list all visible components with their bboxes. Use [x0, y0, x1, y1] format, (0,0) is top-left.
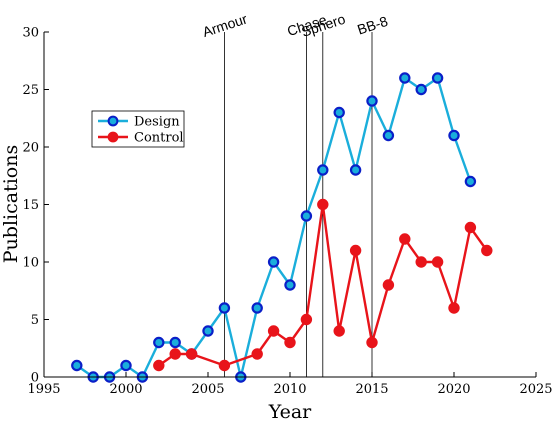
data-point: [366, 336, 378, 349]
y-axis-title: Publications: [0, 145, 22, 263]
data-point: [251, 348, 263, 360]
y-tick-label: 10: [22, 256, 39, 271]
y-tick-label: 30: [22, 26, 39, 41]
legend-item-0: Design: [98, 115, 180, 130]
data-point: [415, 256, 427, 268]
data-point: [218, 359, 231, 372]
annotation-label-0: Armour: [201, 10, 250, 40]
x-tick-label: 2000: [109, 382, 142, 397]
series-layer: [71, 72, 493, 383]
data-point: [300, 313, 313, 326]
data-point: [317, 198, 329, 211]
y-tick-label: 25: [22, 83, 39, 98]
data-point: [251, 302, 263, 314]
x-axis-title: Year: [268, 401, 312, 420]
data-point: [399, 233, 411, 245]
legend-item-1: Control: [98, 131, 184, 146]
data-point: [185, 348, 198, 360]
data-point: [448, 129, 460, 142]
data-point: [300, 210, 313, 222]
data-point: [169, 336, 181, 349]
x-tick-label: 2010: [273, 382, 306, 397]
data-point: [481, 244, 493, 257]
y-tick-label: 0: [31, 371, 39, 386]
data-point: [399, 72, 411, 84]
data-point: [448, 302, 460, 314]
x-tick-label: 2005: [191, 382, 224, 397]
data-point: [464, 221, 477, 234]
data-point: [284, 336, 296, 349]
data-point: [284, 279, 296, 291]
data-point: [431, 256, 444, 268]
legend-swatch-marker: [107, 131, 119, 143]
x-tick-label: 1995: [27, 382, 60, 397]
data-point: [267, 325, 280, 337]
y-tick-label: 15: [22, 198, 39, 213]
x-tick-label: 2025: [519, 382, 552, 397]
data-point: [267, 256, 280, 268]
annotation-label-3: BB-8: [355, 13, 390, 38]
data-point: [153, 359, 165, 372]
data-point: [464, 175, 477, 188]
data-point: [218, 302, 231, 314]
y-tick-label: 20: [22, 141, 39, 156]
data-point: [153, 336, 165, 349]
y-tick-label: 5: [31, 313, 39, 328]
data-point: [431, 72, 444, 84]
legend-label: Control: [134, 131, 184, 146]
data-point: [382, 129, 395, 142]
data-point: [366, 95, 378, 107]
data-point: [382, 279, 395, 291]
data-point: [415, 83, 427, 96]
legend-swatch-marker: [107, 115, 119, 127]
data-point: [333, 106, 345, 119]
x-tick-label: 2015: [355, 382, 388, 397]
data-point: [317, 164, 329, 176]
data-point: [71, 359, 83, 372]
legend-box: [91, 110, 185, 148]
data-point: [120, 359, 132, 372]
x-tick-label: 2020: [437, 382, 470, 397]
data-point: [349, 164, 362, 176]
data-point: [202, 325, 214, 337]
data-point: [169, 348, 181, 360]
legend-label: Design: [134, 115, 180, 130]
data-point: [349, 244, 362, 257]
series-1: [153, 198, 493, 372]
data-point: [333, 325, 345, 337]
